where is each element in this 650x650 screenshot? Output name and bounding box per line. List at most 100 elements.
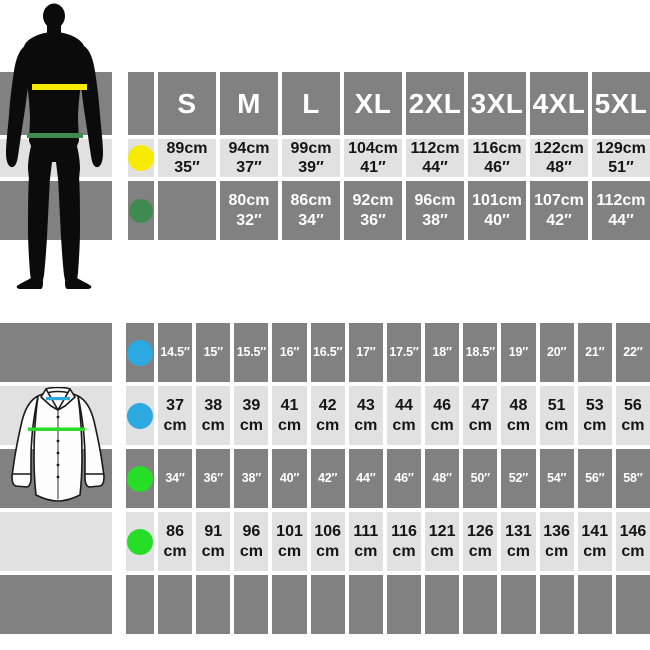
swatch-dot-waist: [129, 199, 153, 223]
measure-cm: 96cm: [415, 191, 456, 210]
column-gap: [116, 512, 122, 571]
column-gap: [116, 181, 124, 240]
waist-measure-cell: [158, 181, 216, 240]
value-unit: cm: [240, 542, 263, 561]
value-unit: cm: [507, 542, 530, 561]
waist-measure-cell: 101cm40″: [468, 181, 526, 240]
column-gap: [116, 139, 124, 177]
swatch-dot-chest-inches: [127, 466, 153, 492]
shirt-figure: [8, 387, 108, 505]
value-unit: cm: [431, 416, 454, 435]
chest-inches-value-cell: 56″: [578, 449, 612, 508]
value-unit: cm: [354, 542, 377, 561]
value-unit: cm: [202, 542, 225, 561]
value-number: 131: [505, 522, 532, 541]
collar-inches-value-cell: 22″: [616, 323, 650, 382]
size-guide-canvas: SMLXL2XL3XL4XL5XL89cm35″94cm37″99cm39″10…: [0, 0, 650, 650]
chest-measure-cell: 94cm37″: [220, 139, 278, 177]
value-number: 47: [471, 396, 489, 415]
chest-inches-value-cell: 52″: [501, 449, 535, 508]
collar-cm-value-cell: 53cm: [578, 386, 612, 445]
chest-measure-cell: 122cm48″: [530, 139, 588, 177]
value-number: 41: [281, 396, 299, 415]
measure-inches: 48″: [546, 158, 571, 177]
empty-value-cell: [616, 575, 650, 634]
swatch-dot-collar-inches: [127, 340, 153, 366]
collar-cm-value-cell: 43cm: [349, 386, 383, 445]
figure-cell: [0, 512, 112, 571]
value-number: 91: [204, 522, 222, 541]
collar-inches-value-cell: 18.5″: [463, 323, 497, 382]
empty-value-cell: [158, 575, 192, 634]
collar-cm-value-cell: 46cm: [425, 386, 459, 445]
chest-measure-cell: 116cm46″: [468, 139, 526, 177]
collar-inches-value-cell: 17″: [349, 323, 383, 382]
empty-value-cell: [463, 575, 497, 634]
measure-inches: 37″: [236, 158, 261, 177]
waist-measure-cell: 80cm32″: [220, 181, 278, 240]
empty-value-cell: [425, 575, 459, 634]
chest-measure-line-yellow: [32, 84, 87, 90]
chest-inches-value-cell: 40″: [272, 449, 306, 508]
collar-inches-value-cell: 17.5″: [387, 323, 421, 382]
measure-inches: 36″: [360, 211, 385, 230]
value-number: 141: [581, 522, 608, 541]
value-unit: cm: [354, 416, 377, 435]
chest-cm-value-cell: 116cm: [387, 512, 421, 571]
measure-cm: 99cm: [291, 139, 332, 158]
measure-inches: 32″: [236, 211, 261, 230]
column-gap: [116, 72, 124, 135]
value-unit: cm: [392, 416, 415, 435]
measure-inches: 46″: [484, 158, 509, 177]
value-unit: cm: [316, 416, 339, 435]
value-unit: cm: [278, 416, 301, 435]
chest-inches-value-cell: 38″: [234, 449, 268, 508]
value-number: 53: [586, 396, 604, 415]
measure-cm: 89cm: [167, 139, 208, 158]
value-unit: cm: [392, 542, 415, 561]
collar-cm-value-cell: 41cm: [272, 386, 306, 445]
measure-inches: 51″: [608, 158, 633, 177]
measure-inches: 44″: [608, 211, 633, 230]
value-number: 146: [620, 522, 647, 541]
collar-inches-value-cell: 19″: [501, 323, 535, 382]
collar-cm-value-cell: 42cm: [311, 386, 345, 445]
chest-inches-value-cell: 44″: [349, 449, 383, 508]
waist-measure-cell: 86cm34″: [282, 181, 340, 240]
male-silhouette-figure: [6, 3, 103, 290]
collar-inches-value-cell: 15″: [196, 323, 230, 382]
size-header-cell: L: [282, 72, 340, 135]
value-number: 37: [166, 396, 184, 415]
swatch-dot-chest-cm: [127, 529, 153, 555]
chest-cm-value-cell: 111cm: [349, 512, 383, 571]
male-silhouette-body: [6, 4, 103, 290]
empty-value-cell: [578, 575, 612, 634]
collar-cm-value-cell: 37cm: [158, 386, 192, 445]
value-unit: cm: [316, 542, 339, 561]
size-header-cell: M: [220, 72, 278, 135]
chest-inches-value-cell: 36″: [196, 449, 230, 508]
waist-measure-cell: 92cm36″: [344, 181, 402, 240]
value-unit: cm: [469, 416, 492, 435]
value-number: 101: [276, 522, 303, 541]
value-number: 86: [166, 522, 184, 541]
value-unit: cm: [164, 416, 187, 435]
value-unit: cm: [278, 542, 301, 561]
value-unit: cm: [583, 416, 606, 435]
figure-cell: [0, 575, 112, 634]
collar-measure-line-blue: [46, 397, 70, 400]
column-gap: [116, 323, 122, 382]
chest-cm-value-cell: 131cm: [501, 512, 535, 571]
empty-value-cell: [349, 575, 383, 634]
value-number: 48: [510, 396, 528, 415]
swatch-cell: [126, 512, 154, 571]
value-unit: cm: [507, 416, 530, 435]
value-unit: cm: [240, 416, 263, 435]
measure-cm: 107cm: [534, 191, 584, 210]
chest-cm-value-cell: 141cm: [578, 512, 612, 571]
measure-cm: 101cm: [472, 191, 522, 210]
chest-inches-value-cell: 54″: [540, 449, 574, 508]
measure-cm: 94cm: [229, 139, 270, 158]
measure-inches: 38″: [422, 211, 447, 230]
value-unit: cm: [469, 542, 492, 561]
